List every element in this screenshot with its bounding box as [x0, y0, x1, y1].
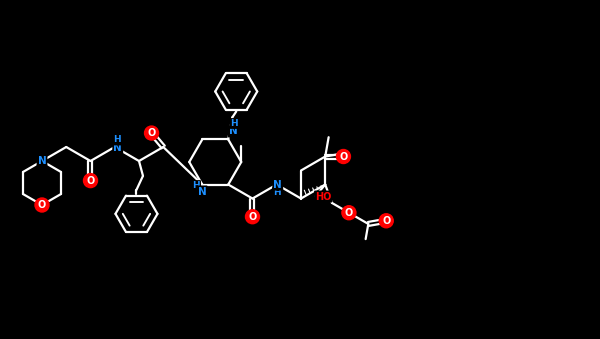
Circle shape	[145, 126, 158, 140]
Text: N: N	[229, 126, 238, 137]
Circle shape	[337, 149, 350, 163]
Text: HO: HO	[315, 192, 331, 201]
Text: N: N	[38, 156, 46, 166]
Circle shape	[245, 210, 259, 224]
Text: H: H	[230, 119, 238, 128]
Text: O: O	[340, 152, 347, 161]
Text: O: O	[382, 216, 391, 226]
Circle shape	[379, 214, 393, 228]
Text: H: H	[273, 188, 281, 197]
Circle shape	[83, 174, 97, 187]
Text: H: H	[113, 136, 121, 144]
Circle shape	[342, 206, 356, 220]
Circle shape	[35, 198, 49, 212]
Text: N: N	[198, 186, 206, 197]
Text: O: O	[86, 176, 95, 185]
Text: O: O	[248, 212, 257, 222]
Text: N: N	[113, 143, 122, 153]
Text: O: O	[148, 128, 155, 138]
Text: H: H	[193, 181, 200, 190]
Text: O: O	[345, 208, 353, 218]
Text: N: N	[274, 180, 282, 190]
Text: O: O	[38, 200, 46, 210]
